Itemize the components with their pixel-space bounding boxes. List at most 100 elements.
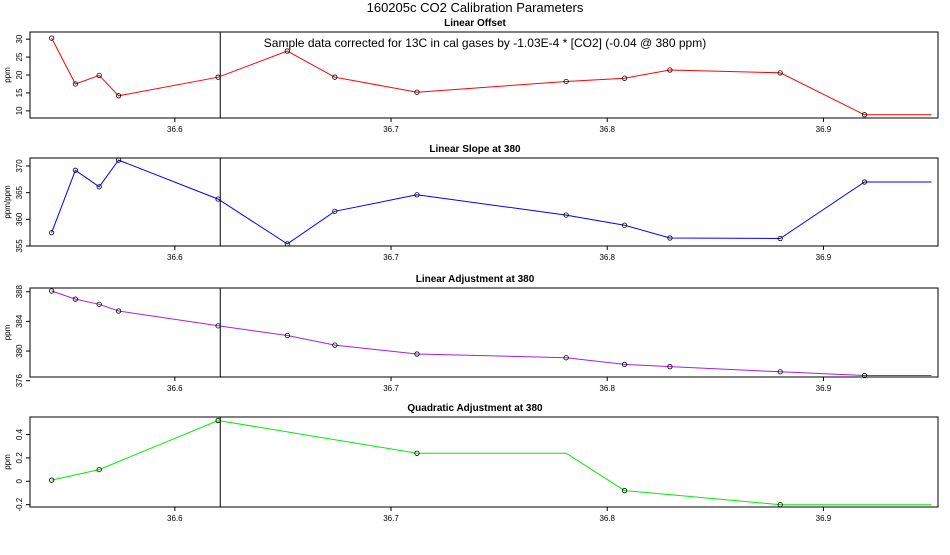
panel-title: Linear Slope at 380: [429, 144, 521, 155]
y-tick-label: 355: [15, 239, 24, 253]
data-point: [96, 184, 102, 190]
data-point: [72, 167, 79, 173]
data-point: [563, 212, 569, 218]
y-axis-label: ppm: [3, 67, 12, 83]
data-point: [72, 81, 79, 87]
data-point: [332, 74, 338, 80]
y-tick-label: 0.4: [15, 428, 24, 440]
y-tick-label: -0.2: [15, 497, 24, 511]
y-tick-label: 360: [15, 212, 24, 226]
data-point: [621, 75, 628, 81]
data-point: [777, 70, 783, 76]
data-point: [621, 222, 628, 228]
y-tick-label: 30: [15, 34, 24, 43]
data-point: [861, 179, 868, 185]
x-tick-label: 36.7: [383, 125, 399, 134]
x-tick-label: 36.8: [599, 253, 615, 262]
panel-title: Linear Offset: [444, 18, 506, 29]
panel-title: Linear Adjustment at 380: [416, 274, 535, 285]
y-tick-label: 365: [15, 185, 24, 199]
y-tick-label: 384: [15, 314, 24, 328]
y-tick-label: 388: [15, 284, 24, 298]
y-tick-label: 10: [15, 106, 24, 115]
data-point: [861, 112, 868, 118]
data-point: [96, 466, 102, 473]
data-point: [284, 48, 290, 54]
data-point: [667, 235, 673, 241]
data-point: [215, 417, 221, 424]
x-tick-label: 36.7: [383, 514, 399, 523]
data-point: [414, 192, 420, 198]
data-point: [621, 488, 628, 494]
data-point: [414, 89, 420, 95]
data-point: [215, 323, 221, 329]
panel-1: Linear Offset ppm 10 15 20 25 30 36.6 36.7 36.8 36…: [3, 18, 939, 134]
x-tick-label: 36.8: [599, 384, 615, 393]
data-point: [563, 78, 569, 85]
data-point: [332, 208, 338, 214]
x-tick-label: 36.9: [816, 514, 832, 523]
plot-frame: [29, 287, 939, 378]
y-axis-label: ppm: [3, 454, 12, 470]
x-tick-label: 36.6: [167, 125, 183, 134]
panel-4: Quadratic Adjustment at 380 ppm -0.2 0 0.2 0.…: [3, 403, 939, 523]
x-tick-label: 36.7: [383, 253, 399, 262]
data-point: [49, 35, 55, 41]
data-point: [49, 230, 55, 236]
data-point: [96, 301, 102, 307]
data-point: [667, 67, 673, 73]
x-tick-label: 36.9: [816, 125, 832, 134]
data-point: [116, 157, 122, 163]
data-point: [861, 372, 868, 379]
data-point: [215, 196, 221, 202]
x-tick-label: 36.6: [167, 253, 183, 262]
plot-frame: [29, 416, 939, 508]
y-axis-label: ppm: [3, 324, 12, 340]
x-tick-label: 36.7: [383, 384, 399, 393]
data-point: [96, 72, 102, 78]
y-tick-label: 376: [15, 373, 24, 387]
data-point: [414, 351, 420, 357]
data-point: [49, 477, 55, 483]
x-tick-label: 36.9: [816, 384, 832, 393]
series-line: [51, 159, 932, 245]
data-point: [116, 308, 122, 314]
data-point: [215, 74, 221, 80]
x-tick-label: 36.8: [599, 125, 615, 134]
y-tick-label: 0.2: [15, 452, 24, 464]
data-point: [621, 361, 628, 367]
y-axis-label: ppm/ppm: [3, 185, 12, 219]
y-tick-label: 370: [15, 159, 24, 173]
panel-3: Linear Adjustment at 380 ppm 376 380 384 388 3…: [3, 274, 939, 393]
data-point: [563, 355, 569, 361]
series-line: [51, 290, 932, 376]
y-tick-label: 380: [15, 344, 24, 358]
data-point: [49, 288, 55, 294]
data-point: [777, 369, 783, 375]
y-tick-label: 0: [15, 479, 24, 484]
calibration-note: Sample data corrected for 13C in cal gas…: [264, 36, 706, 50]
data-point: [72, 296, 79, 302]
x-tick-label: 36.9: [816, 253, 832, 262]
figure-title: 160205c CO2 Calibration Parameters: [367, 0, 584, 15]
y-tick-label: 15: [15, 88, 24, 97]
data-point: [667, 364, 673, 370]
plot-frame: [29, 157, 939, 247]
panel-title: Quadratic Adjustment at 380: [407, 403, 543, 414]
data-point: [284, 241, 290, 247]
series-line: [51, 419, 932, 506]
series-line: [51, 37, 932, 116]
x-tick-label: 36.8: [599, 514, 615, 523]
y-tick-label: 20: [15, 70, 24, 79]
panel-2: Linear Slope at 380 ppm/ppm 355 360 365 370 36…: [3, 144, 939, 262]
y-tick-label: 25: [15, 52, 24, 61]
data-point: [777, 502, 783, 508]
x-tick-label: 36.6: [167, 384, 183, 393]
data-point: [332, 342, 338, 348]
data-point: [414, 450, 420, 456]
x-tick-label: 36.6: [167, 514, 183, 523]
data-point: [777, 235, 783, 242]
data-point: [116, 93, 122, 99]
